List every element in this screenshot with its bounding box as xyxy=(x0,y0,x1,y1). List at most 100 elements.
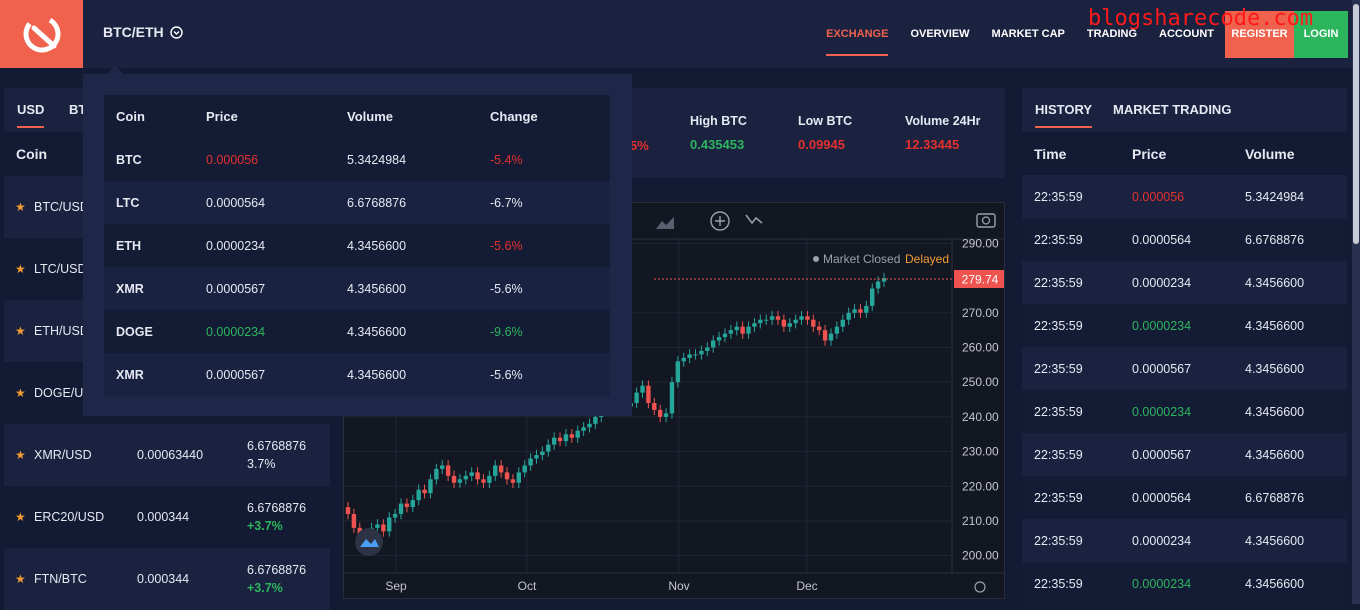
y-tick-label: 290.00 xyxy=(962,236,999,250)
camera-icon[interactable] xyxy=(976,213,996,228)
candle xyxy=(510,479,516,483)
candle xyxy=(758,319,763,324)
history-price: 0.0000234 xyxy=(1132,577,1192,591)
camera-lens xyxy=(981,216,991,225)
pair-row[interactable]: BTC 0.000056 5.3424984 -5.4% xyxy=(104,138,610,181)
history-time: 22:35:59 xyxy=(1034,233,1083,247)
candle xyxy=(734,326,739,331)
pair-row[interactable]: XMR 0.0000567 4.3456600 -5.6% xyxy=(104,267,610,310)
pair-volume: 4.3456600 xyxy=(347,238,407,253)
nav-exchange[interactable]: EXCHANGE xyxy=(826,28,889,56)
page-scrollbar[interactable] xyxy=(1352,0,1360,604)
nav-market-cap[interactable]: MARKET CAP xyxy=(991,28,1065,40)
coin-pair: FTN/BTC xyxy=(34,572,87,586)
y-tick-label: 220.00 xyxy=(962,479,999,493)
tab-history[interactable]: HISTORY xyxy=(1035,102,1093,128)
pair-row[interactable]: DOGE 0.0000234 4.3456600 -9.6% xyxy=(104,310,610,353)
col-coin: Coin xyxy=(116,109,145,124)
chart-type-icon[interactable] xyxy=(656,217,674,229)
candle xyxy=(381,524,386,532)
candle xyxy=(569,434,575,438)
change-partial: 5% xyxy=(630,138,649,153)
candle xyxy=(787,323,792,327)
star-icon[interactable]: ★ xyxy=(15,262,26,276)
y-tick-label: 200.00 xyxy=(962,549,999,563)
candle xyxy=(387,517,392,532)
login-button[interactable]: LOGIN xyxy=(1294,10,1348,58)
zoom-in-icon[interactable] xyxy=(710,211,730,231)
candle xyxy=(663,413,669,417)
candle xyxy=(669,382,675,414)
history-volume: 6.6768876 xyxy=(1245,233,1305,247)
candle xyxy=(469,472,474,476)
high-label: High BTC xyxy=(690,114,747,128)
star-icon[interactable]: ★ xyxy=(15,572,26,586)
pair-selector[interactable]: BTC/ETH xyxy=(103,24,183,40)
tab-btc[interactable]: BT xyxy=(69,102,87,117)
history-price: 0.0000564 xyxy=(1132,233,1192,247)
candle xyxy=(805,316,810,320)
candle xyxy=(881,278,887,282)
indicators-icon[interactable] xyxy=(745,214,763,225)
candle xyxy=(687,354,692,358)
y-tick-label: 270.00 xyxy=(962,306,999,320)
candle xyxy=(752,323,757,327)
history-time: 22:35:59 xyxy=(1034,362,1083,376)
star-icon[interactable]: ★ xyxy=(15,200,26,214)
history-volume: 4.3456600 xyxy=(1245,577,1305,591)
pair-change: -5.6% xyxy=(490,367,523,382)
history-price: 0.0000564 xyxy=(1132,491,1192,505)
tab-usd[interactable]: USD xyxy=(17,102,45,128)
candle xyxy=(746,326,751,334)
candle xyxy=(345,507,351,515)
logo[interactable] xyxy=(0,0,83,68)
star-icon[interactable]: ★ xyxy=(15,510,26,524)
pair-volume: 5.3424984 xyxy=(347,152,407,167)
pair-volume: 6.6768876 xyxy=(347,195,407,210)
pair-price: 0.0000567 xyxy=(206,367,266,382)
pair-row[interactable]: ETH 0.0000234 4.3456600 -5.6% xyxy=(104,224,610,267)
y-tick-label: 240.00 xyxy=(962,410,999,424)
scrollbar-thumb[interactable] xyxy=(1353,4,1359,244)
candle xyxy=(481,479,486,483)
pair-row[interactable]: XMR 0.0000567 4.3456600 -5.6% xyxy=(104,353,610,396)
pair-price: 0.000056 xyxy=(206,152,259,167)
settings-gear-icon[interactable] xyxy=(974,581,986,593)
high-value: 0.435453 xyxy=(690,137,745,152)
coin-row[interactable]: ★ XMR/USD 0.00063440 6.6768876 3.7% xyxy=(4,424,330,486)
candle xyxy=(581,427,586,431)
history-row: 22:35:59 0.0000564 6.6768876 xyxy=(1022,476,1347,519)
coin-row[interactable]: ★ ERC20/USD 0.000344 6.6768876 +3.7% xyxy=(4,486,330,548)
history-row: 22:35:59 0.000056 5.3424984 xyxy=(1022,175,1347,218)
history-time: 22:35:59 xyxy=(1034,448,1083,462)
y-tick-label: 250.00 xyxy=(962,375,999,389)
history-time: 22:35:59 xyxy=(1034,405,1083,419)
pair-row[interactable]: LTC 0.0000564 6.6768876 -6.7% xyxy=(104,181,610,224)
coin-price: 0.000344 xyxy=(137,510,190,524)
candle xyxy=(416,489,421,501)
nav-trading[interactable]: TRADING xyxy=(1086,28,1137,40)
coin-row[interactable]: ★ FTN/BTC 0.000344 6.6768876 +3.7% xyxy=(4,548,330,610)
history-row: 22:35:59 0.0000234 4.3456600 xyxy=(1022,562,1347,605)
candlestick-chart[interactable]: 290.00 270.00 260.00 250.00 240.00 230.00 220.… xyxy=(344,203,1006,598)
watermark: blogsharecode.com xyxy=(1088,6,1314,31)
star-icon[interactable]: ★ xyxy=(15,324,26,338)
candle xyxy=(498,465,504,473)
nav-overview[interactable]: OVERVIEW xyxy=(910,28,970,40)
candle xyxy=(710,340,716,348)
coin-change: +3.7% xyxy=(247,581,283,595)
candle xyxy=(463,475,469,480)
nav-account[interactable]: ACCOUNT xyxy=(1159,28,1214,40)
candle xyxy=(722,333,728,338)
pair-volume: 4.3456600 xyxy=(347,281,407,296)
candle xyxy=(646,385,651,403)
pair-dropdown: Coin Price Volume Change BTC 0.000056 5.… xyxy=(83,66,632,416)
candle xyxy=(834,326,840,334)
candle xyxy=(817,326,822,331)
register-button[interactable]: REGISTER xyxy=(1225,10,1294,58)
candle xyxy=(705,347,710,351)
star-icon[interactable]: ★ xyxy=(15,386,26,400)
candle xyxy=(870,288,875,306)
tab-market-trading[interactable]: MARKET TRADING xyxy=(1113,102,1232,117)
star-icon[interactable]: ★ xyxy=(15,448,26,462)
